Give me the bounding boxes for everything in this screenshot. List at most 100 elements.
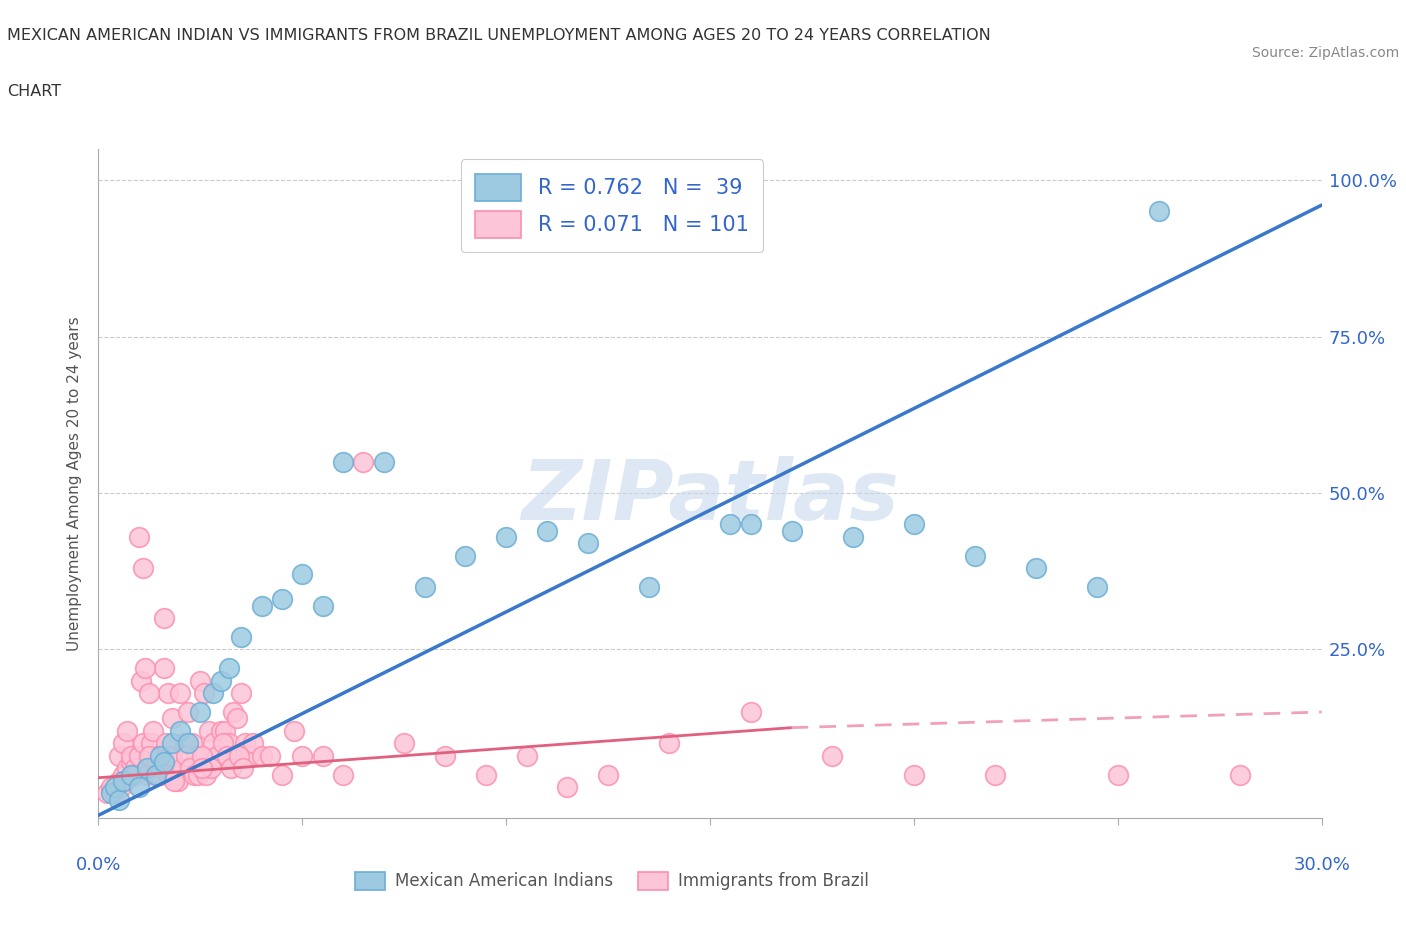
Point [205,749,228,764]
Point [141,736,163,751]
Point [984,767,1007,782]
Point [780,523,803,538]
Point [233,736,256,751]
Point [155,736,177,751]
Point [138,749,160,764]
Point [903,767,925,782]
Point [156,685,179,700]
Point [108,774,131,789]
Point [169,685,191,700]
Point [1229,767,1251,782]
Legend: Mexican American Indians, Immigrants from Brazil: Mexican American Indians, Immigrants fro… [349,865,876,897]
Point [152,611,174,626]
Point [110,779,132,794]
Point [111,767,134,782]
Point [576,536,599,551]
Point [219,761,242,776]
Point [132,736,155,751]
Point [181,736,204,751]
Point [965,548,987,563]
Point [165,767,187,782]
Point [159,749,181,764]
Point [231,685,253,700]
Point [557,779,579,794]
Point [128,749,150,764]
Point [250,749,273,764]
Point [173,736,195,751]
Point [352,454,374,469]
Point [291,749,314,764]
Point [145,767,167,782]
Point [474,767,498,782]
Point [169,767,191,782]
Point [169,724,191,738]
Point [138,685,160,700]
Point [96,786,118,801]
Point [209,724,232,738]
Point [183,767,205,782]
Point [218,736,240,751]
Point [232,761,254,776]
Point [536,523,558,538]
Point [108,792,131,807]
Point [188,705,212,720]
Point [222,705,245,720]
Point [242,736,264,751]
Point [163,774,186,789]
Point [152,661,174,676]
Point [516,749,538,764]
Point [115,724,138,738]
Point [1085,579,1108,594]
Point [129,673,152,688]
Point [104,786,127,801]
Point [291,567,314,582]
Point [270,591,294,606]
Point [596,767,619,782]
Point [108,749,131,764]
Point [283,724,305,738]
Point [821,749,844,764]
Point [226,711,249,725]
Point [149,767,172,782]
Point [136,761,159,776]
Point [177,736,200,751]
Text: ZIPatlas: ZIPatlas [522,457,898,538]
Point [128,529,150,544]
Point [177,705,200,720]
Point [160,736,183,751]
Point [495,529,517,544]
Point [120,749,142,764]
Point [186,749,208,764]
Point [160,711,183,725]
Point [259,749,281,764]
Text: 0.0%: 0.0% [76,856,121,874]
Text: Source: ZipAtlas.com: Source: ZipAtlas.com [1251,46,1399,60]
Point [238,749,260,764]
Point [114,774,136,789]
Point [104,779,127,794]
Point [163,767,186,782]
Y-axis label: Unemployment Among Ages 20 to 24 years: Unemployment Among Ages 20 to 24 years [67,316,83,651]
Point [136,767,159,782]
Point [1147,204,1170,219]
Point [312,749,335,764]
Point [188,673,212,688]
Text: CHART: CHART [7,84,60,99]
Point [201,685,224,700]
Point [111,736,134,751]
Point [120,767,142,782]
Point [174,749,197,764]
Point [145,761,167,776]
Point [250,598,273,613]
Point [100,786,122,801]
Point [214,724,236,738]
Point [413,579,436,594]
Point [167,774,190,789]
Point [150,761,173,776]
Point [740,705,762,720]
Point [332,454,354,469]
Point [120,754,142,769]
Point [211,736,233,751]
Point [373,454,395,469]
Point [433,749,456,764]
